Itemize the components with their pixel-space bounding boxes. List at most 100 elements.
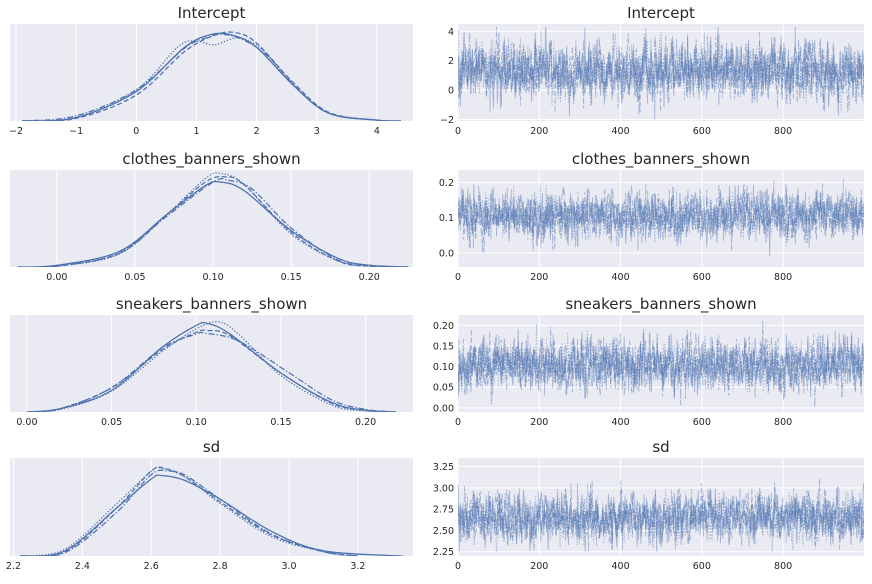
x-tick-label: 2.2 (6, 561, 21, 572)
x-tick-label: 0 (455, 272, 461, 283)
trace-line-chain-1 (458, 26, 864, 117)
panel-title: clothes_banners_shown (572, 150, 750, 169)
x-tick-label: 400 (611, 561, 629, 572)
x-tick-label: 800 (774, 417, 792, 428)
y-tick-label: 2.50 (433, 526, 454, 537)
trace-line-chain-3 (458, 323, 864, 398)
plot-area (26, 321, 397, 412)
trace-line-chain-3 (458, 483, 864, 552)
x-tick-label: 200 (530, 417, 548, 428)
panel-trace-4: sd 0 200 400 600 800 2.25 2.50 2.75 3.00 3.25 (433, 438, 864, 572)
panel-title: sneakers_banners_shown (116, 295, 307, 314)
plot-area (458, 178, 864, 257)
x-tick-label: 200 (530, 561, 548, 572)
y-tick-label: 0.2 (439, 178, 454, 189)
panel-density-3: sneakers_banners_shown 0.00 0.05 0.10 0.15 0.… (10, 295, 413, 428)
panel-title: sneakers_banners_shown (565, 295, 756, 314)
x-tick-label: 0 (455, 126, 461, 137)
x-tick-label: 800 (774, 272, 792, 283)
density-line-chain-1 (26, 321, 397, 412)
x-tick-label: 400 (611, 417, 629, 428)
x-tick-label: 600 (693, 561, 711, 572)
plot-background (10, 458, 413, 556)
trace-line-chain-4 (458, 480, 864, 552)
x-tick-label: 0.15 (270, 417, 291, 428)
panel-density-2: clothes_banners_shown 0.00 0.05 0.10 0.15 0.2… (10, 150, 413, 283)
x-tick-label: 400 (611, 272, 629, 283)
x-tick-label: 4 (374, 126, 380, 137)
density-line-chain-3 (26, 321, 397, 412)
y-tick-label: 0.00 (433, 403, 454, 414)
panel-density-1: Intercept −2 −1 0 1 2 3 4 (9, 4, 413, 137)
trace-line-chain-2 (458, 478, 864, 552)
density-line-chain-1 (17, 180, 409, 267)
trace-line-chain-1 (458, 483, 864, 552)
x-tick-label: 0 (455, 417, 461, 428)
trace-line-chain-2 (458, 184, 864, 253)
y-tick-label: 4 (448, 27, 454, 38)
x-tick-label: 200 (530, 126, 548, 137)
x-tick-label: 3 (314, 126, 320, 137)
y-tick-label: 0.1 (439, 213, 454, 224)
x-tick-label: 1 (193, 126, 199, 137)
density-line-chain-3 (17, 172, 409, 267)
trace-line-chain-4 (458, 31, 864, 117)
y-tick-label: 2 (448, 56, 454, 67)
density-line-chain-3 (21, 37, 401, 121)
trace-line-chain-3 (458, 178, 864, 249)
trace-line-chain-4 (458, 180, 864, 253)
x-tick-label: 600 (693, 272, 711, 283)
x-tick-label: 0.10 (202, 272, 223, 283)
density-line-chain-2 (17, 176, 409, 267)
y-tick-label: 0.0 (439, 248, 454, 259)
trace-line-chain-1 (458, 328, 864, 400)
x-tick-label: 0.15 (281, 272, 302, 283)
y-tick-label: 3.00 (433, 483, 454, 494)
y-tick-label: 2.75 (433, 505, 454, 516)
plot-background (10, 24, 413, 121)
density-line-chain-4 (20, 469, 358, 556)
plot-background (458, 458, 864, 556)
x-tick-label: 2.6 (144, 561, 159, 572)
y-tick-label: 3.25 (433, 462, 454, 473)
panel-title: sd (203, 438, 220, 456)
x-tick-label: 3.0 (281, 561, 296, 572)
panel-trace-3: sneakers_banners_shown 0 200 400 600 800 0.00 0… (433, 295, 864, 428)
y-tick-label: 0 (448, 86, 454, 97)
plot-area (458, 320, 864, 408)
x-tick-label: 2.8 (213, 561, 228, 572)
x-tick-label: 800 (774, 561, 792, 572)
panel-title: sd (652, 438, 669, 456)
trace-line-chain-2 (458, 320, 864, 405)
plot-area (458, 478, 864, 552)
y-tick-label: −2 (440, 115, 454, 126)
x-tick-label: −1 (69, 126, 83, 137)
plot-background (10, 315, 413, 412)
x-tick-label: 0 (455, 561, 461, 572)
x-tick-label: 0.00 (16, 417, 37, 428)
plot-background (458, 170, 864, 267)
y-tick-label: 2.25 (433, 547, 454, 558)
plot-background (10, 170, 413, 267)
x-tick-label: 0.10 (186, 417, 207, 428)
panel-title: Intercept (627, 4, 695, 22)
x-tick-label: 0.20 (359, 272, 380, 283)
y-tick-label: 0.05 (433, 383, 454, 394)
density-line-chain-1 (20, 474, 403, 556)
x-tick-label: 2 (254, 126, 260, 137)
x-tick-label: 2.4 (75, 561, 90, 572)
plot-background (458, 315, 864, 412)
x-tick-label: 0.20 (355, 417, 376, 428)
density-line-chain-4 (21, 33, 401, 121)
x-tick-label: 600 (693, 126, 711, 137)
x-tick-label: −2 (9, 126, 23, 137)
x-tick-label: 0.05 (101, 417, 122, 428)
trace-line-chain-3 (458, 29, 864, 112)
trace-line-chain-1 (458, 184, 864, 257)
y-tick-label: 0.10 (433, 362, 454, 373)
x-tick-label: 3.2 (350, 561, 365, 572)
x-tick-label: 0.00 (46, 272, 67, 283)
y-tick-label: 0.20 (433, 321, 454, 332)
